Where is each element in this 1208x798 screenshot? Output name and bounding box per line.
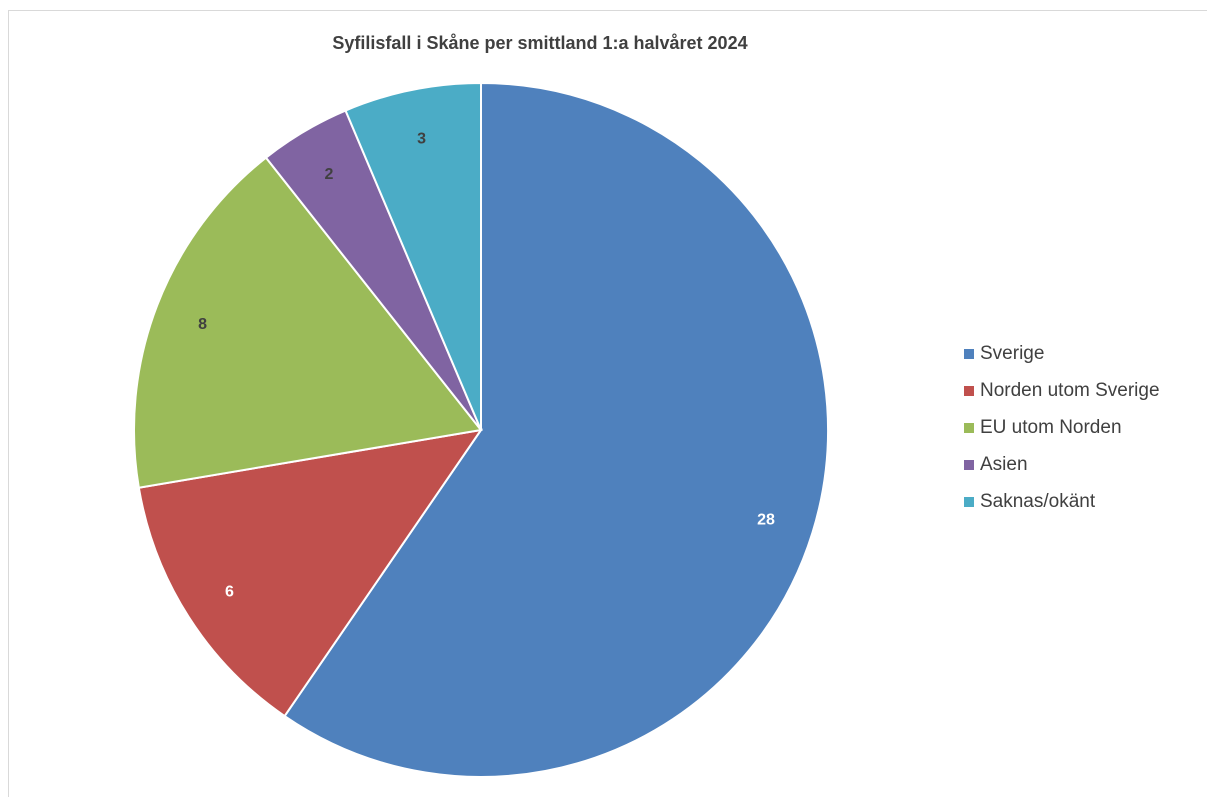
- legend-item-norden-utom-sverige: Norden utom Sverige: [964, 378, 1204, 403]
- legend-swatch: [964, 422, 974, 433]
- chart-title: Syfilisfall i Skåne per smittland 1:a ha…: [332, 33, 748, 53]
- legend-label: Sverige: [980, 342, 1045, 364]
- data-label: 8: [198, 316, 207, 333]
- legend-label: Asien: [980, 453, 1028, 475]
- legend-item-asien: Asien: [964, 452, 1204, 477]
- legend-item-eu-utom-norden: EU utom Norden: [964, 415, 1204, 440]
- legend-swatch: [964, 496, 974, 507]
- data-label: 3: [417, 131, 426, 148]
- data-label: 28: [757, 511, 775, 528]
- legend-label: Saknas/okänt: [980, 490, 1096, 512]
- pie-slice-saknas-okänt: [344, 81, 482, 431]
- legend-item-saknas-okant: Saknas/okänt: [964, 489, 1204, 514]
- data-label: 2: [324, 166, 333, 183]
- legend-label: EU utom Norden: [980, 416, 1122, 438]
- legend-swatch: [964, 348, 974, 359]
- legend-item-sverige: Sverige: [964, 341, 1204, 366]
- pie-slice-sverige: [283, 81, 829, 778]
- pie-slice-eu-utom-norden: [133, 156, 483, 489]
- legend: Sverige Norden utom Sverige EU utom Nord…: [964, 341, 1204, 526]
- legend-swatch: [964, 385, 974, 396]
- data-label: 6: [225, 584, 234, 601]
- chart-area: [8, 10, 1207, 797]
- legend-label: Norden utom Sverige: [980, 379, 1160, 401]
- legend-swatch: [964, 459, 974, 470]
- pie-slice-norden-utom-sverige: [137, 428, 484, 718]
